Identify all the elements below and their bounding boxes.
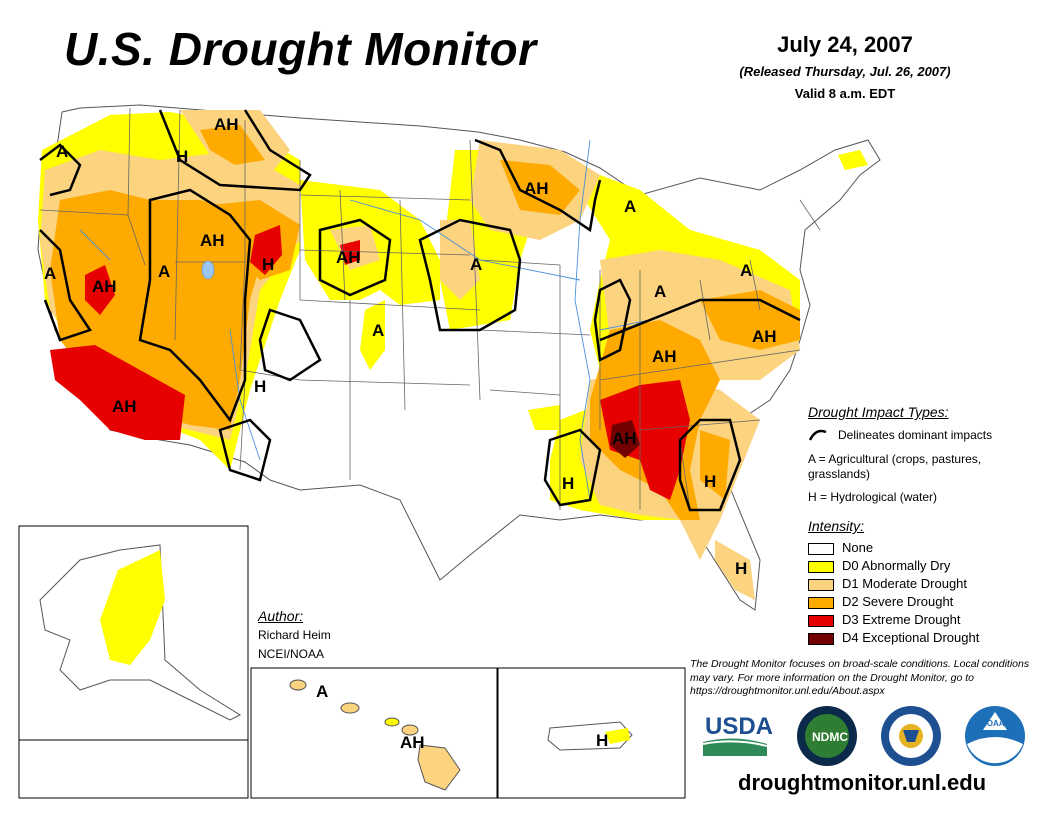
author-heading: Author:: [258, 608, 304, 624]
legend-label: None: [842, 540, 874, 555]
swatch-d3: [808, 614, 834, 627]
legend-row-d2: D2 Severe Drought: [808, 594, 953, 609]
label-a: A: [372, 321, 384, 340]
label-h: H: [254, 377, 266, 396]
page-title: U.S. Drought Monitor: [64, 23, 537, 75]
legend-row-d3: D3 Extreme Drought: [808, 612, 961, 627]
hydrological-text: H = Hydrological (water): [808, 490, 938, 504]
label-a: A: [740, 261, 752, 280]
map-labels: A AH H AH A AH A H AH A A H AH AH A A A …: [44, 115, 777, 578]
website-link[interactable]: droughtmonitor.unl.edu: [738, 770, 987, 795]
agricultural-text: A = Agricultural (crops, pastures, grass…: [808, 452, 982, 481]
hawaii-inset: A AH: [250, 667, 498, 799]
label-h: H: [596, 731, 608, 750]
impact-types-heading: Drought Impact Types:: [808, 404, 949, 420]
label-a: A: [316, 682, 328, 701]
release-date: (Released Thursday, Jul. 26, 2007): [739, 64, 951, 79]
legend-label: D2 Severe Drought: [842, 594, 954, 609]
legend-label: D4 Exceptional Drought: [842, 630, 980, 645]
label-ah: AH: [92, 277, 117, 296]
d3-areas: [50, 225, 690, 500]
label-a: A: [44, 264, 56, 283]
partner-logos: USDA NDMC NOAA: [702, 706, 1025, 766]
great-salt-lake: [201, 260, 215, 280]
legend-row-none: None: [808, 540, 873, 555]
disclaimer-text: The Drought Monitor focuses on broad-sca…: [690, 658, 1030, 697]
legend-row-d1: D1 Moderate Drought: [808, 576, 967, 591]
label-h: H: [735, 559, 747, 578]
label-h: H: [704, 472, 716, 491]
legend-row-d4: D4 Exceptional Drought: [808, 630, 979, 645]
swatch-d1: [808, 578, 834, 591]
svg-text:NOAA: NOAA: [981, 719, 1005, 728]
rivers: [79, 139, 701, 501]
label-ah: AH: [612, 429, 637, 448]
impact-line-symbol: [808, 429, 827, 441]
map-date: July 24, 2007: [777, 32, 913, 57]
author-name: Richard Heim: [258, 628, 331, 642]
label-h: H: [562, 474, 574, 493]
label-h: H: [176, 147, 188, 166]
label-ah: AH: [524, 179, 549, 198]
label-a: A: [56, 142, 68, 161]
label-a: A: [654, 282, 666, 301]
label-ah: AH: [752, 327, 777, 346]
label-ah: AH: [336, 248, 361, 267]
svg-text:NDMC: NDMC: [812, 730, 848, 744]
label-ah: AH: [652, 347, 677, 366]
alaska-inset: [18, 525, 249, 799]
swatch-none: [808, 542, 834, 555]
d4-areas: [610, 420, 640, 458]
label-a: A: [470, 255, 482, 274]
label-ah: AH: [400, 733, 425, 752]
valid-time: Valid 8 a.m. EDT: [794, 86, 896, 101]
puerto-rico-inset: H: [497, 667, 686, 799]
legend-row-d0: D0 Abnormally Dry: [808, 558, 950, 573]
svg-text:USDA: USDA: [705, 713, 773, 740]
label-ah: AH: [200, 231, 225, 250]
swatch-d4: [808, 632, 834, 645]
author-org: NCEI/NOAA: [258, 647, 325, 661]
commerce-seal: [881, 706, 941, 766]
legend-label: D0 Abnormally Dry: [842, 558, 951, 573]
usda-logo: USDA: [702, 713, 773, 756]
label-ah: AH: [214, 115, 239, 134]
label-ah: AH: [112, 397, 137, 416]
legend-label: D1 Moderate Drought: [842, 576, 968, 591]
label-h: H: [262, 255, 274, 274]
ndmc-logo: NDMC: [797, 706, 857, 766]
delineates-text: Delineates dominant impacts: [838, 428, 993, 442]
legend-label: D3 Extreme Drought: [842, 612, 961, 627]
swatch-d2: [808, 596, 834, 609]
intensity-heading: Intensity:: [808, 518, 865, 534]
label-a: A: [624, 197, 636, 216]
label-a: A: [158, 262, 170, 281]
swatch-d0: [808, 560, 834, 573]
impact-lines: [39, 109, 801, 512]
noaa-logo: NOAA: [965, 706, 1025, 766]
state-boundaries: [39, 107, 821, 511]
